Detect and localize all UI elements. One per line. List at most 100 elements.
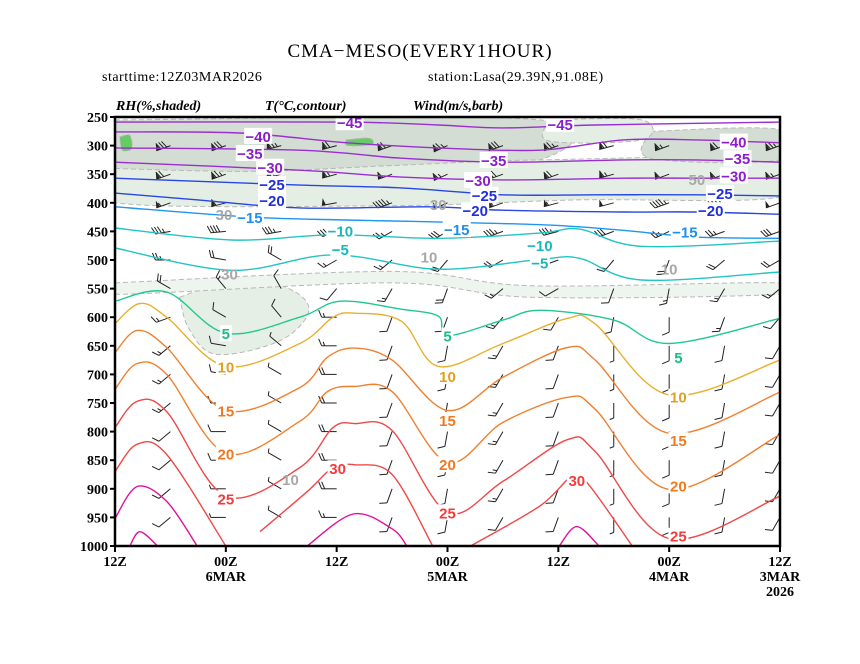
wind-barb bbox=[483, 259, 504, 268]
rh-contour-label: 10 bbox=[282, 472, 299, 489]
barb-half bbox=[267, 448, 270, 453]
barb-staff bbox=[268, 252, 282, 261]
barb-staff bbox=[326, 288, 338, 301]
barb-full bbox=[487, 443, 496, 446]
temperature-contour-label: −20 bbox=[698, 203, 723, 220]
barb-full bbox=[271, 298, 276, 306]
label-background bbox=[215, 445, 236, 462]
wind-barb bbox=[764, 459, 780, 474]
wind-barb bbox=[269, 331, 282, 347]
barb-staff bbox=[323, 259, 337, 268]
wind-barb bbox=[487, 345, 504, 360]
barb-half bbox=[267, 477, 270, 482]
temperature-contour-30 bbox=[115, 441, 227, 546]
temperature-contour-label: 30 bbox=[568, 473, 585, 490]
wind-barb bbox=[760, 228, 780, 238]
wind-barb bbox=[599, 199, 614, 208]
barb-full bbox=[373, 265, 381, 271]
barb-full bbox=[437, 474, 446, 478]
station-info: station:Lasa(29.39N,91.08E) bbox=[428, 70, 604, 85]
barb-full bbox=[654, 143, 661, 150]
barb-full bbox=[712, 142, 719, 149]
barb-full bbox=[208, 249, 212, 258]
temperature-contour-label: −40 bbox=[721, 135, 746, 152]
wind-barb bbox=[764, 402, 780, 417]
barb-full bbox=[151, 408, 160, 414]
label-background bbox=[705, 185, 734, 202]
label-background bbox=[463, 171, 492, 188]
wind-barb bbox=[487, 402, 504, 417]
wind-barb bbox=[379, 317, 393, 333]
barb-full bbox=[493, 141, 500, 148]
barb-full bbox=[600, 302, 609, 304]
wind-barb bbox=[267, 419, 282, 433]
barb-half bbox=[327, 172, 331, 177]
barb-half bbox=[770, 173, 774, 177]
temperature-contour-label: 25 bbox=[217, 492, 234, 509]
barb-staff bbox=[721, 517, 726, 533]
x-tick-label: 3MAR bbox=[760, 570, 801, 585]
wind-barb bbox=[321, 198, 337, 206]
wind-barb bbox=[155, 170, 171, 180]
axes: 2503003504004505005506006507007508008509… bbox=[80, 111, 801, 600]
barb-full bbox=[545, 502, 554, 504]
wind-barb bbox=[273, 269, 282, 289]
barb-half bbox=[322, 262, 327, 267]
barb-staff bbox=[765, 230, 780, 238]
barb-full bbox=[210, 171, 217, 178]
barb-full bbox=[379, 445, 387, 447]
wind-barb bbox=[596, 259, 615, 272]
barb-pennant bbox=[321, 198, 326, 206]
barb-full bbox=[318, 453, 323, 461]
label-background bbox=[566, 472, 587, 489]
wind-barb bbox=[318, 481, 337, 490]
barb-full bbox=[714, 531, 723, 535]
wind-barb bbox=[207, 395, 226, 404]
wind-barb bbox=[267, 391, 282, 404]
barb-staff bbox=[552, 345, 559, 361]
wind-barbs bbox=[115, 141, 780, 536]
barb-half bbox=[659, 144, 663, 149]
start-time: starttime:12Z03MAR2026 bbox=[102, 70, 262, 85]
barb-full bbox=[207, 424, 212, 432]
barb-full bbox=[154, 252, 159, 261]
y-tick-label: 250 bbox=[87, 111, 108, 126]
temperature-contour-label: −25 bbox=[707, 186, 732, 203]
barb-staff bbox=[441, 288, 448, 303]
wind-barb bbox=[379, 488, 393, 504]
barb-half bbox=[155, 317, 160, 322]
wind-barb bbox=[654, 143, 670, 152]
barb-full bbox=[764, 357, 773, 360]
wind-barb bbox=[379, 460, 393, 476]
x-tick-label: 12Z bbox=[325, 555, 348, 570]
barb-full bbox=[321, 481, 326, 489]
temperature-contour-label: −35 bbox=[481, 153, 506, 170]
wind-barb bbox=[321, 141, 337, 150]
wind-barb bbox=[208, 513, 226, 518]
barb-full bbox=[764, 385, 773, 388]
barb-staff bbox=[386, 317, 393, 332]
wind-barb bbox=[318, 424, 337, 433]
barb-full bbox=[649, 202, 656, 209]
barb-full bbox=[654, 171, 661, 178]
wind-barb bbox=[609, 345, 615, 363]
wind-barb bbox=[545, 345, 559, 361]
barb-full bbox=[709, 300, 718, 303]
barb-full bbox=[216, 141, 223, 148]
barb-staff bbox=[608, 288, 615, 303]
barb-full bbox=[151, 494, 160, 499]
wind-barb bbox=[261, 226, 282, 235]
wind-barb bbox=[208, 335, 226, 347]
barb-staff bbox=[321, 202, 337, 206]
y-tick-label: 950 bbox=[87, 511, 108, 526]
wind-barb bbox=[210, 170, 227, 180]
label-background bbox=[479, 151, 508, 168]
wind-barb bbox=[661, 460, 670, 479]
wind-barb bbox=[487, 488, 504, 503]
barb-staff bbox=[268, 480, 282, 490]
wind-barb bbox=[156, 273, 171, 290]
y-tick-label: 550 bbox=[87, 283, 108, 298]
barb-full bbox=[158, 170, 165, 177]
barb-full bbox=[762, 326, 771, 330]
wind-barb bbox=[661, 403, 670, 422]
